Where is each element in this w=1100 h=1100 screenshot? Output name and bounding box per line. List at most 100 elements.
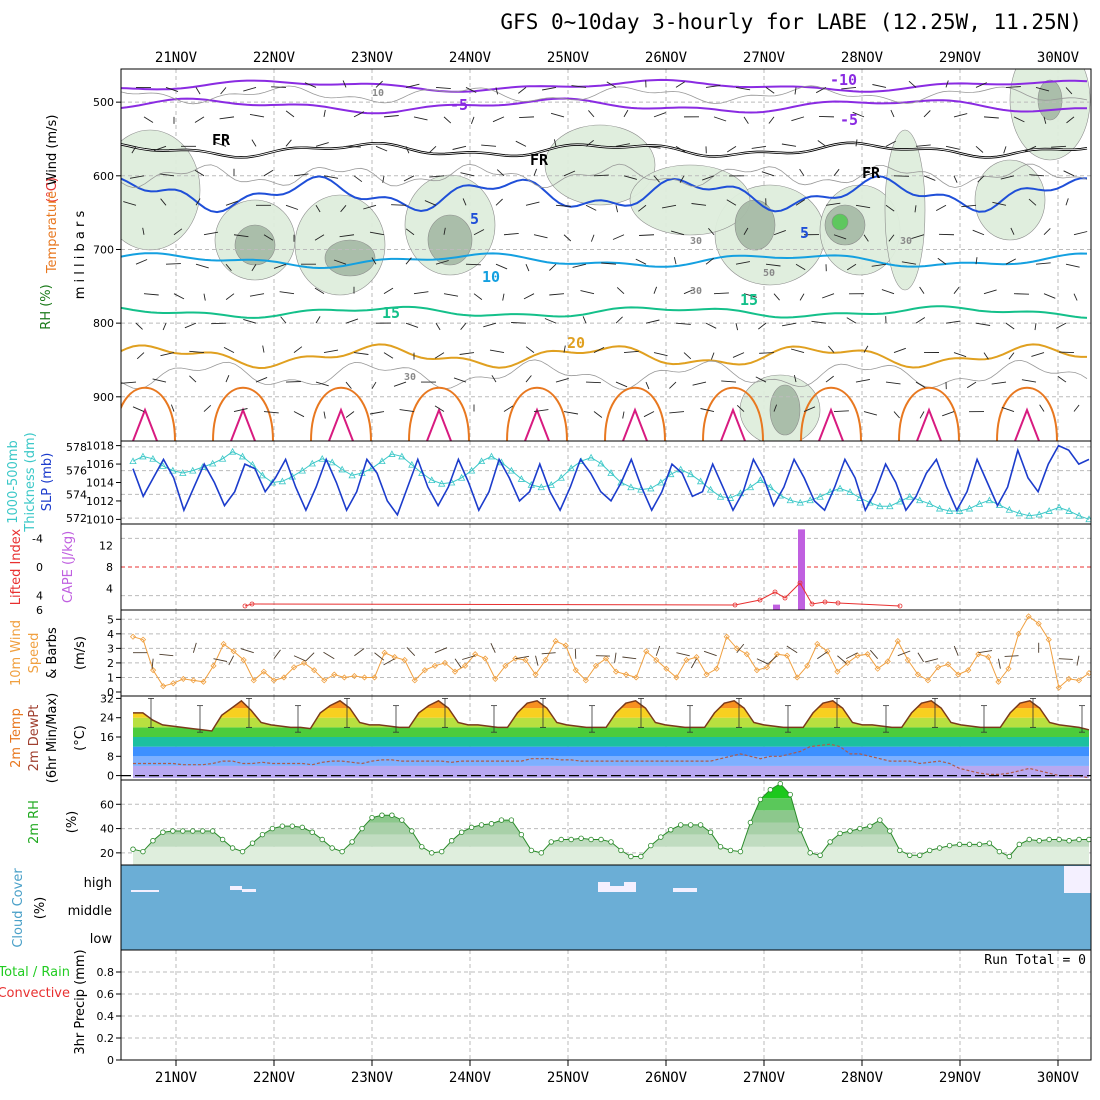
- contour-label: 30: [690, 236, 702, 247]
- contour-label: FR: [530, 151, 549, 169]
- wind-barb: [1021, 379, 1037, 383]
- li-point: [757, 597, 763, 603]
- wind-barb: [323, 349, 339, 354]
- contour-30-arch: [720, 407, 746, 441]
- wind-barb: [885, 140, 897, 147]
- wind-speed-point: [1035, 620, 1042, 627]
- wind-speed-point: [794, 674, 801, 681]
- wind-barb: [383, 115, 399, 118]
- thickness-point: [398, 452, 406, 460]
- wind-barb: [1039, 404, 1045, 412]
- wind-barb: [1065, 263, 1080, 268]
- slp-tick-label: 1010: [86, 513, 114, 526]
- wind-barb: [345, 411, 355, 418]
- thickness-point: [667, 470, 675, 478]
- wind-barb: [1010, 227, 1015, 235]
- wind-speed-point: [371, 674, 378, 681]
- thickness-point: [1065, 507, 1073, 514]
- clear-sky-patch: [242, 889, 256, 892]
- date-label-top: 25NOV: [547, 50, 590, 66]
- wind-barb: [713, 116, 727, 122]
- wind-barb: [845, 652, 858, 659]
- wind-speed-point: [673, 674, 680, 681]
- rh-point: [1046, 836, 1052, 843]
- wind-barb: [1051, 145, 1067, 148]
- wind-barb: [755, 376, 767, 383]
- wind-barb: [966, 381, 977, 389]
- precip-run-total: Run Total = 0: [984, 953, 1086, 968]
- thickness-point: [308, 459, 316, 467]
- wind-barb: [702, 175, 715, 181]
- wind-barb: [811, 320, 827, 324]
- wind-barb: [523, 293, 535, 300]
- thickness-point: [278, 477, 287, 485]
- rh-point: [130, 846, 136, 852]
- cloud-cover-area: [121, 865, 1091, 950]
- rh-point: [389, 812, 395, 818]
- wind-barb: [743, 227, 749, 235]
- wind-barb: [1005, 86, 1021, 88]
- wind-barb: [435, 260, 449, 265]
- wind-barb: [953, 175, 958, 183]
- wind-barb: [721, 380, 737, 383]
- wind-barb: [273, 263, 287, 269]
- rh-point: [369, 814, 375, 821]
- wind-barb: [225, 263, 232, 271]
- rh-point: [608, 839, 614, 845]
- wind-barb: [203, 293, 206, 301]
- wind-barb: [1055, 322, 1067, 329]
- wind-barb: [588, 110, 595, 118]
- thickness-point: [657, 478, 665, 486]
- wind-barb: [271, 86, 287, 88]
- rh-point: [946, 842, 953, 849]
- wind-barb: [173, 228, 183, 236]
- temp-line: [133, 699, 1090, 732]
- wind-barb: [768, 116, 775, 124]
- wind-barb: [735, 261, 750, 265]
- rh-point: [209, 828, 216, 834]
- wind-barb: [975, 322, 991, 326]
- wind-barb: [888, 234, 895, 242]
- rh-point: [289, 823, 296, 829]
- wind-barb: [705, 84, 721, 88]
- clear-sky-patch: [230, 886, 242, 890]
- wind-barb: [251, 263, 257, 272]
- wind-barb: [203, 404, 212, 412]
- rh-point: [269, 825, 276, 832]
- wind-barb: [972, 229, 985, 236]
- wind-barb: [315, 205, 321, 213]
- contour-minus10: [121, 78, 1088, 93]
- wind-barb: [323, 651, 335, 660]
- wind-barb: [622, 656, 637, 660]
- wind-barb: [243, 86, 257, 92]
- thickness-point: [975, 500, 984, 507]
- thickness-tick-label: 572: [66, 512, 87, 525]
- thick-label-1: 1000-500mb: [6, 440, 21, 524]
- wind-barb: [1058, 658, 1073, 660]
- thickness-point: [567, 464, 575, 472]
- wind-barb: [492, 116, 505, 123]
- wind-barb: [173, 293, 185, 300]
- cape-label-2: CAPE (J/kg): [61, 531, 76, 603]
- wind-speed-point: [180, 675, 187, 682]
- wind-barb: [465, 87, 477, 93]
- temp-band: [133, 717, 1089, 728]
- cloud-label-1: Cloud Cover: [11, 868, 26, 948]
- wind-barb: [435, 86, 451, 90]
- wind-barb: [841, 86, 857, 90]
- wind-speed-point: [240, 656, 247, 664]
- contour-label: 30: [404, 372, 416, 383]
- wind-speed-point: [713, 665, 720, 672]
- contour-label: 20: [567, 334, 585, 352]
- rh2m-label-2: (%): [65, 811, 80, 834]
- thickness-point: [557, 473, 565, 481]
- thickness-point: [955, 507, 964, 514]
- date-label-top: 29NOV: [939, 50, 982, 66]
- wind-barb: [622, 411, 625, 419]
- thickness-point: [408, 460, 416, 468]
- rh-point: [847, 828, 853, 834]
- wind-barb: [489, 349, 505, 354]
- wind-speed-point: [955, 671, 962, 678]
- contour-25-arch: [702, 386, 764, 441]
- precip-tick-label: 0.4: [97, 1010, 115, 1023]
